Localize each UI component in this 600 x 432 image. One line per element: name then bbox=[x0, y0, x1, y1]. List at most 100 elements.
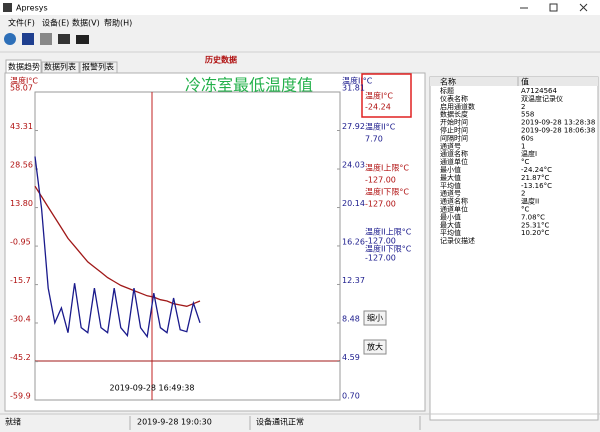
readout-label: 温度I下限°C bbox=[365, 187, 409, 197]
button-label: 放大 bbox=[367, 342, 383, 352]
table-cell: °C bbox=[521, 206, 530, 214]
readout-label: 温度I上限°C bbox=[365, 163, 409, 173]
table-cell: -13.16°C bbox=[521, 182, 552, 190]
table-cell: 2019-09-28 13:28:38 bbox=[521, 119, 595, 127]
table-cell: 21.87°C bbox=[521, 174, 550, 182]
y-tick-label: 28.56 bbox=[10, 161, 33, 170]
menu-item[interactable]: 数据(V) bbox=[72, 18, 100, 28]
table-header: 值 bbox=[521, 77, 529, 87]
table-cell: 1 bbox=[521, 142, 525, 150]
table-cell: 记录仪描述 bbox=[440, 236, 475, 245]
y2-tick-label: 8.48 bbox=[342, 314, 360, 323]
table-cell: 开始时间 bbox=[440, 118, 468, 127]
y2-tick-label: 12.37 bbox=[342, 276, 365, 285]
chart-title: 历史数据 bbox=[205, 55, 237, 65]
readout-label: 温度II上限°C bbox=[365, 227, 412, 237]
y-tick-label: 13.80 bbox=[10, 199, 33, 208]
button[interactable] bbox=[363, 310, 387, 326]
y2-tick-label: 24.03 bbox=[342, 161, 365, 170]
readout-label: 温度II°C bbox=[365, 122, 396, 132]
button[interactable] bbox=[363, 339, 387, 355]
table-cell: 间隔时间 bbox=[440, 133, 468, 142]
y2-tick-label: 4.59 bbox=[342, 353, 360, 362]
table-cell: 通道单位 bbox=[440, 157, 468, 166]
close-button[interactable] bbox=[579, 3, 588, 12]
tab-label: 数据列表 bbox=[44, 62, 76, 72]
y-tick-label: -45.2 bbox=[10, 353, 31, 362]
button-label: 缩小 bbox=[367, 313, 383, 323]
table-cell: 2 bbox=[521, 190, 525, 198]
table-cell: 558 bbox=[521, 111, 534, 119]
table-cell: 温度II bbox=[521, 197, 539, 206]
table-header: 名称 bbox=[440, 77, 456, 87]
trend-panel bbox=[4, 72, 426, 412]
y-tick-label: -0.95 bbox=[10, 238, 31, 247]
table-cell: -24.24°C bbox=[521, 166, 552, 174]
table-cell: 温度I bbox=[521, 149, 537, 158]
table-cell: 启用通道数 bbox=[440, 102, 475, 111]
table-cell: 60s bbox=[521, 134, 534, 142]
table-cell: 平均值 bbox=[440, 228, 461, 237]
tab[interactable] bbox=[79, 61, 118, 74]
settings-icon[interactable] bbox=[40, 33, 52, 45]
tab-label: 数据趋势 bbox=[8, 62, 40, 72]
status-text: 就绪 bbox=[5, 417, 21, 427]
y2-axis-label: 温度II°C bbox=[342, 76, 373, 86]
table-cell: 10.20°C bbox=[521, 229, 550, 237]
readout-value: -127.00 bbox=[365, 254, 396, 263]
property-panel bbox=[429, 76, 599, 421]
table-cell: 平均值 bbox=[440, 181, 461, 190]
table-cell: 2 bbox=[521, 103, 525, 111]
table-cell: 通道单位 bbox=[440, 205, 468, 214]
tab-label: 报警列表 bbox=[82, 62, 114, 72]
table-cell: 最小值 bbox=[440, 165, 461, 174]
y-tick-label: 58.07 bbox=[10, 84, 33, 93]
tab[interactable] bbox=[41, 61, 80, 74]
data-line bbox=[34, 156, 201, 339]
y-tick-label: -15.7 bbox=[10, 276, 31, 285]
annotation: 冷冻室最低温度值 bbox=[185, 76, 313, 95]
menu-item[interactable]: 帮助(H) bbox=[104, 18, 132, 28]
table-cell: 通道名称 bbox=[440, 149, 468, 158]
window-title: Apresys bbox=[16, 4, 48, 13]
status-text: 设备通讯正常 bbox=[256, 417, 304, 427]
menu-item[interactable]: 文件(F) bbox=[8, 18, 35, 28]
readout-label: 温度I°C bbox=[365, 91, 393, 101]
save-icon[interactable] bbox=[22, 33, 34, 45]
y2-tick-label: 27.92 bbox=[342, 122, 365, 131]
status-text: 2019-9-28 19:0:30 bbox=[137, 418, 212, 427]
title-bar bbox=[0, 0, 600, 15]
table-cell: 2019-09-28 18:06:38 bbox=[521, 127, 595, 135]
y-axis-label: 温度I°C bbox=[10, 76, 38, 86]
menu-item[interactable]: 设备(E) bbox=[42, 18, 69, 28]
app-icon bbox=[3, 3, 12, 12]
readout-label: 温度II下限°C bbox=[365, 244, 412, 254]
table-cell: °C bbox=[521, 158, 530, 166]
highlight-box bbox=[361, 73, 412, 118]
table-cell: 最大值 bbox=[440, 220, 461, 229]
table-cell: 通道号 bbox=[440, 141, 461, 150]
property-header bbox=[430, 77, 598, 86]
table-cell: 通道号 bbox=[440, 189, 461, 198]
refresh-icon[interactable] bbox=[4, 33, 16, 45]
table-cell: 双温度记录仪 bbox=[521, 94, 563, 103]
y2-tick-label: 20.14 bbox=[342, 199, 365, 208]
readout-value: 7.70 bbox=[365, 135, 383, 144]
table-cell: 25.31°C bbox=[521, 221, 550, 229]
readout-value: -127.00 bbox=[365, 176, 396, 185]
maximize-button[interactable] bbox=[549, 3, 558, 12]
y2-tick-label: 31.81 bbox=[342, 84, 365, 93]
device-icon[interactable] bbox=[58, 34, 70, 44]
table-cell: 通道名称 bbox=[440, 197, 468, 206]
y-tick-label: -30.4 bbox=[10, 314, 31, 323]
table-cell: 最大值 bbox=[440, 173, 461, 182]
y-tick-label: 43.31 bbox=[10, 122, 33, 131]
tab[interactable] bbox=[5, 59, 42, 74]
folder-icon[interactable] bbox=[76, 35, 89, 44]
y-tick-label: -59.9 bbox=[10, 392, 31, 401]
table-cell: 数据长度 bbox=[440, 110, 468, 119]
readout-value: -24.24 bbox=[365, 103, 391, 112]
cursor-label: 2019-09-28 16:49:38 bbox=[110, 384, 195, 393]
